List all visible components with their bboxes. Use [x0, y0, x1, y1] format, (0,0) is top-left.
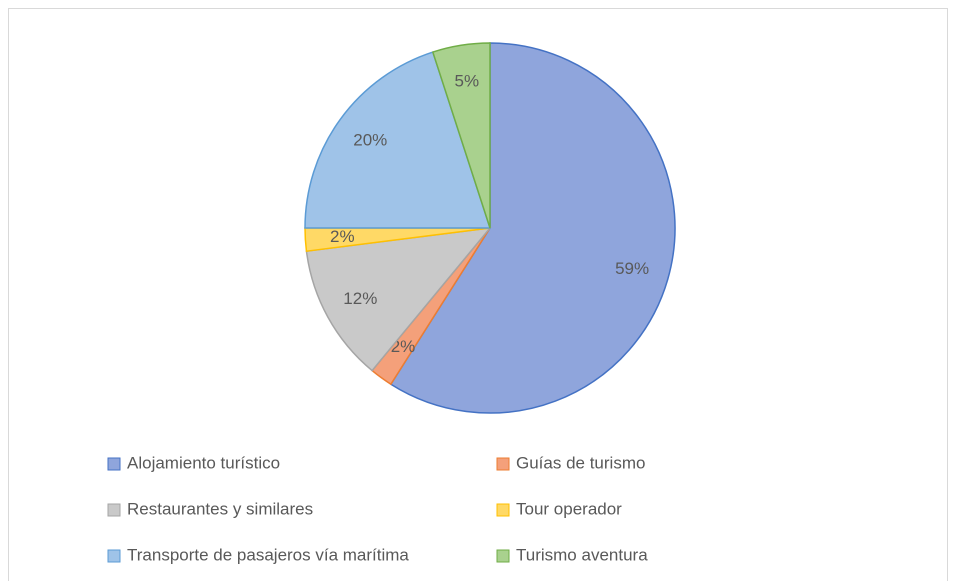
- data-label: 12%: [343, 289, 377, 308]
- data-label: 5%: [455, 71, 480, 90]
- data-label: 2%: [391, 337, 416, 356]
- legend-swatch: [496, 503, 510, 517]
- data-label: 20%: [353, 130, 387, 149]
- legend-swatch: [496, 549, 510, 563]
- pie-slice: [304, 51, 492, 229]
- legend-label: Restaurantes y similares: [127, 499, 313, 518]
- legend-swatch: [107, 457, 121, 471]
- legend-label: Tour operador: [516, 499, 622, 518]
- legend-label: Alojamiento turístico: [127, 453, 280, 472]
- pie-slice: [431, 42, 491, 229]
- pie-slice: [389, 42, 676, 414]
- legend-label: Guías de turismo: [516, 453, 645, 472]
- legend-swatch: [496, 457, 510, 471]
- legend-label: Transporte de pasajeros vía marítima: [127, 545, 409, 564]
- legend-swatch: [107, 503, 121, 517]
- legend-swatch: [107, 549, 121, 563]
- pie-slice: [305, 227, 492, 372]
- legend-label: Turismo aventura: [516, 545, 648, 564]
- data-label: 2%: [330, 227, 355, 246]
- data-label: 59%: [615, 259, 649, 278]
